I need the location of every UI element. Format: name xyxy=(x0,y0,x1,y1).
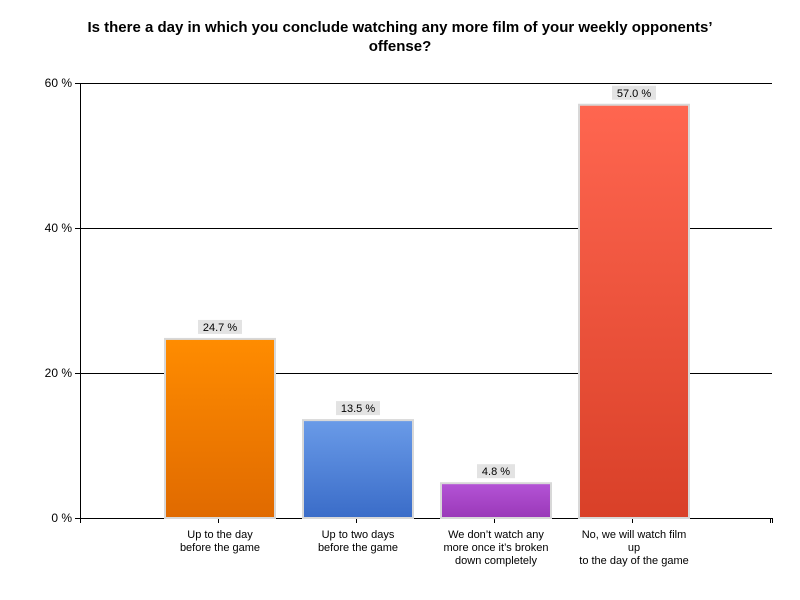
chart-title-line-1: Is there a day in which you conclude wat… xyxy=(87,19,713,36)
x-tick-label: We don’t watch any xyxy=(448,529,544,541)
data-label: 4.8 % xyxy=(482,466,510,478)
y-tick-label: 0 % xyxy=(51,511,72,525)
x-tick-label: down completely xyxy=(455,555,537,567)
data-label: 57.0 % xyxy=(617,88,651,100)
bar xyxy=(578,103,690,519)
y-tick-label: 20 % xyxy=(45,366,73,380)
data-label: 13.5 % xyxy=(341,403,375,415)
x-tick-label: up xyxy=(628,542,640,554)
data-label-background xyxy=(612,85,656,100)
bar xyxy=(302,419,414,519)
x-tick-label: to the day of the game xyxy=(579,555,688,567)
chart-title: Is there a day in which you conclude wat… xyxy=(40,18,760,56)
data-label-background xyxy=(198,319,242,334)
y-tick-label: 60 % xyxy=(45,76,73,90)
y-tick-label: 40 % xyxy=(45,221,73,235)
x-tick-label: No, we will watch film xyxy=(582,529,687,541)
x-tick-label: before the game xyxy=(318,542,398,554)
x-tick-label: more once it’s broken xyxy=(444,542,549,554)
chart-title-line-2: offense? xyxy=(368,38,432,55)
data-label-background xyxy=(336,401,380,416)
labels: 0 %20 %40 %60 %24.7 %Up to the daybefore… xyxy=(45,76,689,567)
bar xyxy=(440,482,552,520)
data-label: 24.7 % xyxy=(203,322,237,334)
x-tick-label: Up to two days xyxy=(322,529,395,541)
bars xyxy=(164,103,690,520)
bar xyxy=(164,337,276,519)
data-label-background xyxy=(477,464,515,479)
x-tick-label: before the game xyxy=(180,542,260,554)
x-tick-label: Up to the day xyxy=(187,529,253,541)
